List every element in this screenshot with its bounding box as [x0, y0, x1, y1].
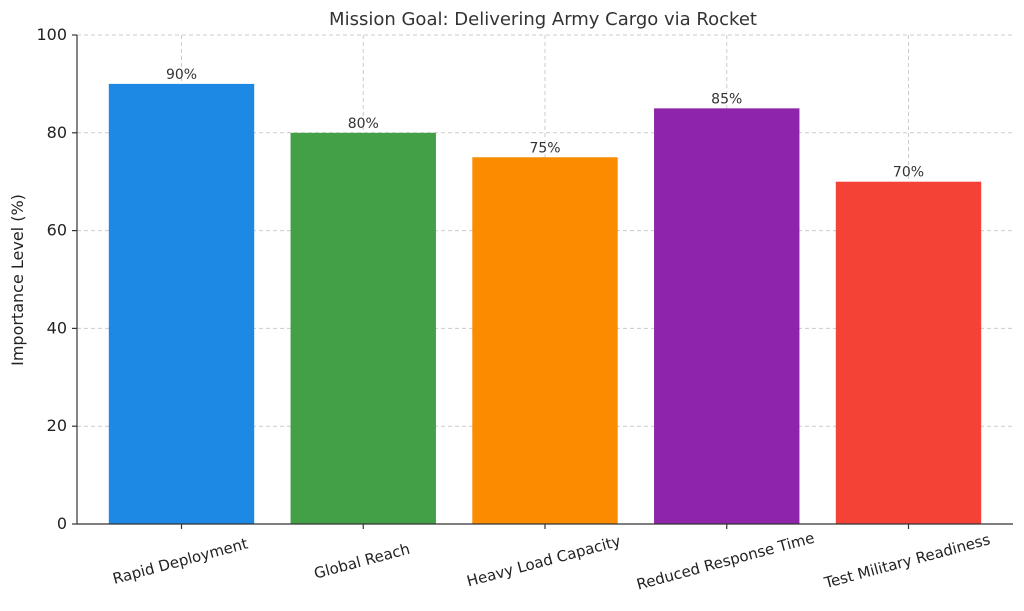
data-label: 90%: [166, 67, 197, 83]
bar: [654, 108, 800, 524]
axes: [72, 34, 1013, 529]
data-label: 80%: [348, 116, 379, 132]
y-tick-label: 0: [57, 514, 67, 533]
bar: [108, 83, 255, 525]
y-axis-label: Importance Level (%): [8, 194, 27, 366]
y-tick-label: 40: [47, 318, 67, 337]
chart-title: Mission Goal: Delivering Army Cargo via …: [329, 9, 757, 30]
x-tick-label: Test Military Readiness: [821, 530, 992, 592]
y-tick-label: 80: [47, 123, 67, 142]
bar: [835, 181, 982, 524]
y-tick-label: 20: [47, 416, 67, 435]
x-tick-label: Global Reach: [312, 540, 412, 583]
bar: [472, 157, 618, 524]
data-label: 85%: [711, 91, 742, 107]
x-tick-label: Heavy Load Capacity: [465, 532, 623, 590]
x-tick-labels: Rapid Deployment Global Reach Heavy Load C…: [111, 529, 992, 594]
data-labels: 90% 80% 75% 85% 70%: [166, 67, 924, 181]
bars: [108, 83, 982, 525]
bar: [290, 132, 436, 525]
y-tick-labels: 0 20 40 60 80 100: [36, 25, 67, 533]
x-tick-label: Reduced Response Time: [635, 529, 817, 594]
y-tick-label: 100: [36, 25, 67, 44]
data-label: 75%: [529, 140, 560, 156]
data-label: 70%: [893, 165, 924, 181]
x-tick-label: Rapid Deployment: [111, 534, 250, 587]
y-tick-label: 60: [47, 221, 67, 240]
